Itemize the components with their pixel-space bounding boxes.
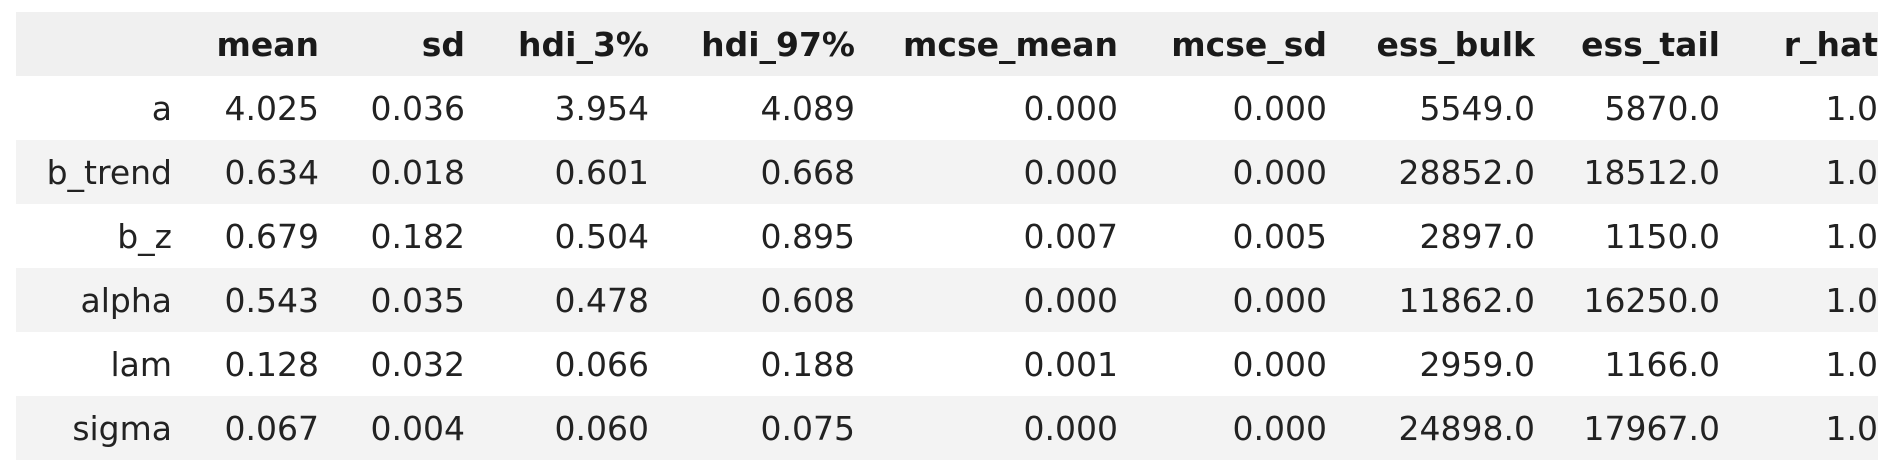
table-row: b_trend 0.634 0.018 0.601 0.668 0.000 0.000 288… — [16, 140, 1878, 204]
table-cell: 18512.0 — [1583, 152, 1720, 192]
table-cell: 0.035 — [370, 280, 465, 320]
table-cell: 1.0 — [1825, 152, 1878, 192]
table-cell: 0.067 — [224, 408, 319, 448]
column-header: mean — [216, 24, 319, 64]
table-cell: 1150.0 — [1604, 216, 1720, 256]
table-cell: 0.634 — [224, 152, 319, 192]
row-index-label: a — [151, 88, 172, 128]
table-header: mean sd hdi_3% hdi_97% mcse_mean mcse_sd ess_b… — [16, 12, 1878, 76]
table-row: b_z 0.679 0.182 0.504 0.895 0.007 0.005 2897.0 1… — [16, 204, 1878, 268]
table-cell: 0.066 — [554, 344, 649, 384]
table-cell: 17967.0 — [1583, 408, 1720, 448]
table-cell: 0.128 — [224, 344, 319, 384]
row-index-label: b_trend — [46, 152, 172, 192]
column-header: hdi_3% — [518, 24, 649, 64]
table-cell: 0.000 — [1023, 152, 1118, 192]
table-cell: 0.504 — [554, 216, 649, 256]
table-cell: 1.0 — [1825, 344, 1878, 384]
header-row: mean sd hdi_3% hdi_97% mcse_mean mcse_sd ess_b… — [16, 12, 1878, 76]
table-cell: 5870.0 — [1604, 88, 1720, 128]
table-cell: 4.089 — [760, 88, 855, 128]
row-index-label: b_z — [117, 216, 172, 256]
table-cell: 0.608 — [760, 280, 855, 320]
table-cell: 0.000 — [1023, 280, 1118, 320]
table-cell: 1166.0 — [1604, 344, 1720, 384]
table-cell: 1.0 — [1825, 280, 1878, 320]
table-cell: 1.0 — [1825, 216, 1878, 256]
table-cell: 0.036 — [370, 88, 465, 128]
table-cell: 0.601 — [554, 152, 649, 192]
table-cell: 0.668 — [760, 152, 855, 192]
summary-table-container: mean sd hdi_3% hdi_97% mcse_mean mcse_sd ess_b… — [16, 12, 1878, 460]
table-cell: 0.478 — [554, 280, 649, 320]
table-cell: 0.004 — [370, 408, 465, 448]
column-header: r_hat — [1783, 24, 1878, 64]
table-cell: 28852.0 — [1398, 152, 1535, 192]
table-cell: 0.007 — [1023, 216, 1118, 256]
column-header: mcse_mean — [903, 24, 1118, 64]
table-cell: 1.0 — [1825, 88, 1878, 128]
index-column-header — [16, 12, 172, 76]
table-row: sigma 0.067 0.004 0.060 0.075 0.000 0.000 24898… — [16, 396, 1878, 460]
column-header: sd — [421, 24, 465, 64]
table-cell: 0.000 — [1232, 344, 1327, 384]
table-cell: 0.182 — [370, 216, 465, 256]
row-index-label: lam — [110, 344, 172, 384]
table-body: a 4.025 0.036 3.954 4.089 0.000 0.000 5549.0 587… — [16, 76, 1878, 460]
row-index-label: sigma — [72, 408, 172, 448]
column-header: ess_tail — [1581, 24, 1720, 64]
table-cell: 24898.0 — [1398, 408, 1535, 448]
table-row: lam 0.128 0.032 0.066 0.188 0.001 0.000 2959.0 1… — [16, 332, 1878, 396]
table-cell: 4.025 — [224, 88, 319, 128]
table-cell: 3.954 — [554, 88, 649, 128]
column-header: hdi_97% — [701, 24, 855, 64]
table-cell: 2959.0 — [1419, 344, 1535, 384]
table-cell: 0.005 — [1232, 216, 1327, 256]
table-cell: 0.000 — [1232, 408, 1327, 448]
table-cell: 2897.0 — [1419, 216, 1535, 256]
table-cell: 0.001 — [1023, 344, 1118, 384]
table-cell: 0.060 — [554, 408, 649, 448]
row-index-label: alpha — [80, 280, 172, 320]
table-cell: 16250.0 — [1583, 280, 1720, 320]
table-cell: 0.895 — [760, 216, 855, 256]
table-cell: 11862.0 — [1398, 280, 1535, 320]
table-cell: 0.000 — [1232, 88, 1327, 128]
table-row: a 4.025 0.036 3.954 4.089 0.000 0.000 5549.0 587… — [16, 76, 1878, 140]
table-cell: 5549.0 — [1419, 88, 1535, 128]
table-cell: 0.075 — [760, 408, 855, 448]
table-cell: 0.018 — [370, 152, 465, 192]
table-cell: 0.000 — [1023, 88, 1118, 128]
table-cell: 0.032 — [370, 344, 465, 384]
table-cell: 0.000 — [1023, 408, 1118, 448]
table-cell: 0.000 — [1232, 280, 1327, 320]
table-cell: 0.543 — [224, 280, 319, 320]
table-cell: 0.000 — [1232, 152, 1327, 192]
summary-table: mean sd hdi_3% hdi_97% mcse_mean mcse_sd ess_b… — [16, 12, 1878, 460]
column-header: mcse_sd — [1171, 24, 1327, 64]
column-header: ess_bulk — [1376, 24, 1535, 64]
table-row: alpha 0.543 0.035 0.478 0.608 0.000 0.000 11862… — [16, 268, 1878, 332]
table-cell: 1.0 — [1825, 408, 1878, 448]
table-cell: 0.188 — [760, 344, 855, 384]
table-cell: 0.679 — [224, 216, 319, 256]
